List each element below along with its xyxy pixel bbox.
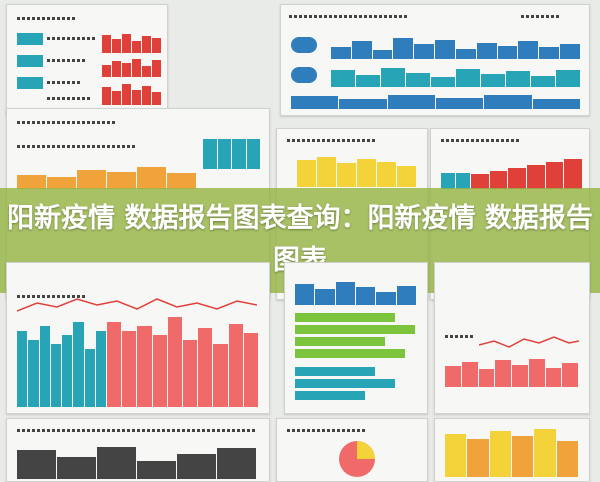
scribble-text-line bbox=[17, 17, 77, 20]
bottom-strip-left-panel bbox=[6, 418, 270, 482]
green-bar bbox=[295, 349, 405, 358]
red-bar-chart bbox=[102, 33, 162, 53]
red-line-chart bbox=[479, 336, 579, 348]
teal-bar bbox=[295, 367, 375, 376]
teal-legend-swatch bbox=[17, 33, 43, 45]
teal-bar bbox=[295, 391, 365, 400]
pink-line-chart bbox=[17, 298, 257, 312]
blue-bar-chart bbox=[295, 279, 417, 305]
scribble-text-line bbox=[17, 429, 257, 432]
blue-blob-marker bbox=[291, 67, 317, 83]
orange-bar-chart bbox=[17, 165, 197, 189]
bottom-left-infographic-panel bbox=[6, 262, 270, 414]
dark-bar-chart bbox=[17, 443, 257, 479]
scribble-text-line bbox=[47, 81, 82, 84]
teal-bar-chart bbox=[203, 139, 261, 169]
scribble-text-line bbox=[47, 59, 87, 62]
scribble-text-line bbox=[289, 15, 409, 18]
green-bar bbox=[295, 337, 385, 346]
teal-bar-chart bbox=[17, 317, 107, 407]
top-left-infographic-panel bbox=[6, 4, 168, 116]
blue-blob-marker bbox=[291, 37, 317, 53]
red-bar-chart bbox=[107, 317, 259, 407]
scribble-text-line bbox=[441, 139, 521, 142]
yellow-bar-chart bbox=[445, 429, 579, 477]
scribble-text-line bbox=[17, 295, 87, 298]
teal-bar-chart bbox=[331, 63, 581, 87]
red-bar-chart bbox=[471, 159, 583, 189]
top-right-infographic-panel bbox=[280, 4, 590, 116]
teal-bar bbox=[295, 379, 395, 388]
scribble-text-line bbox=[47, 97, 92, 100]
teal-legend-swatch bbox=[17, 77, 43, 89]
teal-legend-swatch bbox=[17, 55, 43, 67]
scribble-text-line bbox=[287, 139, 377, 142]
scribble-text-line bbox=[445, 335, 475, 338]
bottom-right-infographic-panel bbox=[434, 262, 590, 414]
teal-bar-chart bbox=[441, 173, 471, 189]
banner-title: 阳新疫情 数据报告图表查询：阳新疫情 数据报告图表 bbox=[7, 203, 593, 276]
pink-bar-chart bbox=[445, 357, 579, 387]
scribble-text-line bbox=[17, 121, 117, 124]
bottom-center-infographic-panel bbox=[284, 262, 428, 414]
bottom-strip-center-panel bbox=[276, 418, 428, 482]
pink-pie-chart bbox=[339, 441, 375, 477]
scribble-text-line bbox=[521, 15, 561, 18]
scribble-text-line bbox=[17, 145, 137, 148]
scribble-text-line bbox=[47, 37, 97, 40]
blue-bar-chart bbox=[331, 29, 581, 59]
red-bar-chart bbox=[102, 57, 162, 77]
scribble-text-line bbox=[287, 429, 367, 432]
green-bar bbox=[295, 325, 415, 334]
bottom-strip-right-panel bbox=[434, 418, 590, 482]
yellow-bar-chart bbox=[297, 157, 417, 187]
blue-bar-chart bbox=[291, 93, 581, 109]
red-bar-chart bbox=[102, 83, 162, 105]
green-bar bbox=[295, 313, 395, 322]
